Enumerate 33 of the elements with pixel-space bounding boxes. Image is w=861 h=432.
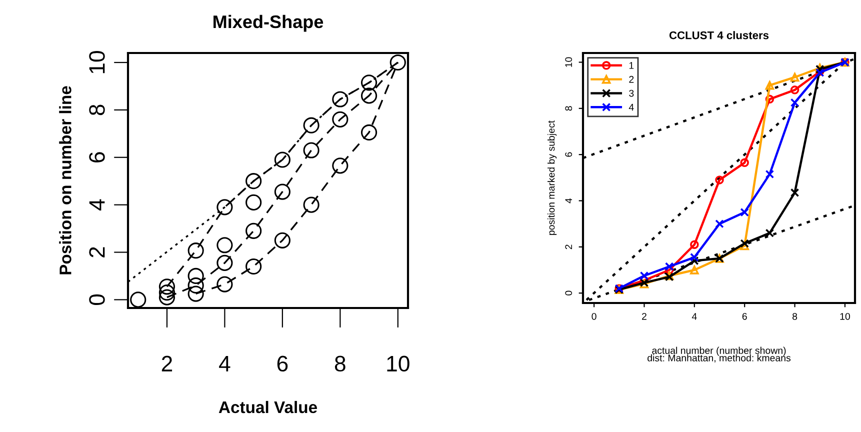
x-tick-label: 0 (592, 312, 596, 320)
y-tick-label: 8 (565, 106, 572, 111)
y-tick-label: 10 (565, 57, 572, 67)
legend-label: 2 (629, 76, 634, 83)
chart-title: CCLUST 4 clusters (669, 31, 769, 40)
x-tick-label: 8 (334, 356, 346, 372)
y-tick-label: 2 (565, 244, 572, 250)
y-tick-label: 0 (565, 290, 572, 296)
legend-label: 3 (629, 90, 634, 97)
x-tick-label: 10 (840, 312, 850, 320)
y-tick-label: 10 (89, 50, 105, 74)
chart-title: Mixed-Shape (214, 14, 324, 32)
x-tick-label: 4 (219, 356, 230, 372)
y-tick-label: 2 (89, 247, 105, 258)
y-tick-label: 6 (89, 152, 105, 162)
text: dist: Manhattan, method: kmeans (648, 354, 791, 363)
legend-label: 4 (628, 104, 634, 111)
x-tick-label: 6 (277, 356, 288, 372)
x-tick-label: 4 (692, 313, 697, 320)
legend-label: 1 (629, 62, 634, 69)
y-axis-title: position marked by subject (548, 120, 557, 235)
x-tick-label: 10 (387, 356, 410, 372)
y-tick-label: 8 (89, 104, 105, 116)
x-axis-title: Actual Value (218, 400, 317, 414)
y-tick-label: 0 (89, 294, 105, 306)
y-tick-label: 4 (565, 198, 572, 204)
y-tick-label: 6 (565, 152, 572, 157)
x-tick-label: 6 (742, 312, 747, 320)
y-tick-label: 4 (89, 199, 105, 210)
x-tick-label: 8 (792, 312, 798, 320)
y-axis-title: Position on number line (59, 86, 72, 274)
x-tick-label: 2 (162, 356, 172, 372)
x-tick-label: 2 (642, 312, 646, 320)
